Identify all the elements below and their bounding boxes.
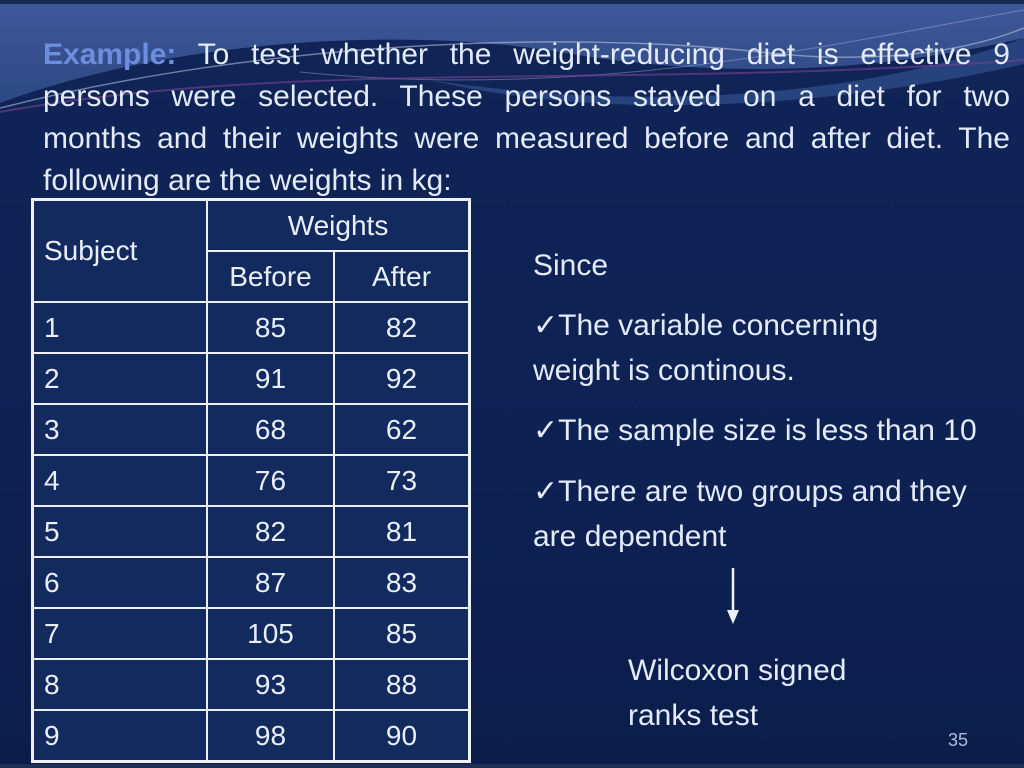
subject-cell: 1 [32, 301, 208, 354]
intro-line: months and their weights were measured b… [43, 122, 1010, 155]
checkmark-icon: ✓ [533, 309, 559, 342]
conclusion-line: Wilcoxon signed [628, 654, 847, 687]
table-row: 7 105 85 [32, 607, 471, 660]
after-cell: 62 [332, 403, 471, 456]
subject-cell: 7 [32, 607, 208, 660]
criterion-bullet: ✓There are two groups and they are depen… [533, 469, 1024, 559]
table-row: 9 98 90 [32, 709, 471, 762]
before-cell: 91 [206, 352, 335, 405]
intro-line: persons were selected. These persons sta… [43, 80, 1010, 113]
table-row: 1 85 82 [32, 301, 471, 354]
bullet-text: The variable concerning [558, 309, 879, 342]
checkmark-icon: ✓ [533, 475, 559, 508]
bullet-text: The sample size is less than 10 [558, 414, 977, 447]
intro-line: Example: To test whether the weight-redu… [43, 34, 1010, 76]
subject-cell: 8 [32, 658, 208, 711]
before-cell: 87 [206, 556, 335, 609]
conclusion-text: Wilcoxon signed ranks test [628, 648, 846, 738]
after-cell: 92 [332, 352, 471, 405]
before-cell: 98 [206, 709, 335, 762]
before-cell: 105 [206, 607, 335, 660]
table-row: 8 93 88 [32, 658, 471, 711]
before-cell: 76 [206, 454, 335, 507]
subject-cell: 4 [32, 454, 208, 507]
after-cell: 83 [332, 556, 471, 609]
page-number: 35 [947, 730, 969, 750]
intro-line: following are the weights in kg: [43, 164, 452, 197]
header-before: Before [206, 250, 335, 303]
subject-cell: 5 [32, 505, 208, 558]
table-row: 2 91 92 [32, 352, 471, 405]
criterion-bullet: ✓The sample size is less than 10 [533, 408, 1024, 453]
bullet-line: weight is continous. [533, 354, 795, 387]
bullet-line: ✓The variable concerning [533, 303, 1024, 348]
before-cell: 85 [206, 301, 335, 354]
checkmark-icon: ✓ [533, 414, 559, 447]
bullet-line: ✓The sample size is less than 10 [533, 408, 1024, 453]
after-cell: 81 [332, 505, 471, 558]
header-weights: Weights [205, 199, 471, 252]
after-cell: 73 [332, 454, 471, 507]
before-cell: 93 [206, 658, 335, 711]
subject-cell: 9 [32, 709, 208, 762]
subject-cell: 3 [32, 403, 208, 456]
conclusion-line: ranks test [628, 699, 759, 732]
criterion-bullet: ✓The variable concerning weight is conti… [533, 303, 1024, 393]
after-cell: 82 [332, 301, 471, 354]
table-row: 6 87 83 [32, 556, 471, 609]
table-header-row: Before After [33, 250, 471, 303]
since-heading: Since [533, 249, 609, 282]
before-cell: 82 [206, 505, 335, 558]
example-label: Example: [43, 38, 177, 71]
intro-paragraph: Example: To test whether the weight-redu… [43, 34, 1010, 202]
down-arrow-icon [727, 568, 739, 624]
header-subject: Subject [32, 199, 208, 303]
bullet-text: There are two groups and they [558, 475, 967, 508]
table-row: 5 82 81 [32, 505, 471, 558]
table-row: 4 76 73 [32, 454, 471, 507]
bullet-line: ✓There are two groups and they [533, 469, 1024, 514]
bullet-line: are dependent [533, 520, 727, 553]
table-header-row: Subject Weights [32, 199, 471, 303]
after-cell: 88 [332, 658, 471, 711]
weights-table: Subject Weights Before After 1 85 82 2 9… [30, 198, 472, 763]
header-after: After [332, 250, 471, 303]
before-cell: 68 [206, 403, 335, 456]
subject-cell: 6 [32, 556, 208, 609]
after-cell: 85 [332, 607, 471, 660]
table-row: 3 68 62 [32, 403, 471, 456]
after-cell: 90 [332, 709, 471, 762]
intro-line-text: To test whether the weight-reducing diet… [197, 38, 1010, 71]
subject-cell: 2 [32, 352, 208, 405]
